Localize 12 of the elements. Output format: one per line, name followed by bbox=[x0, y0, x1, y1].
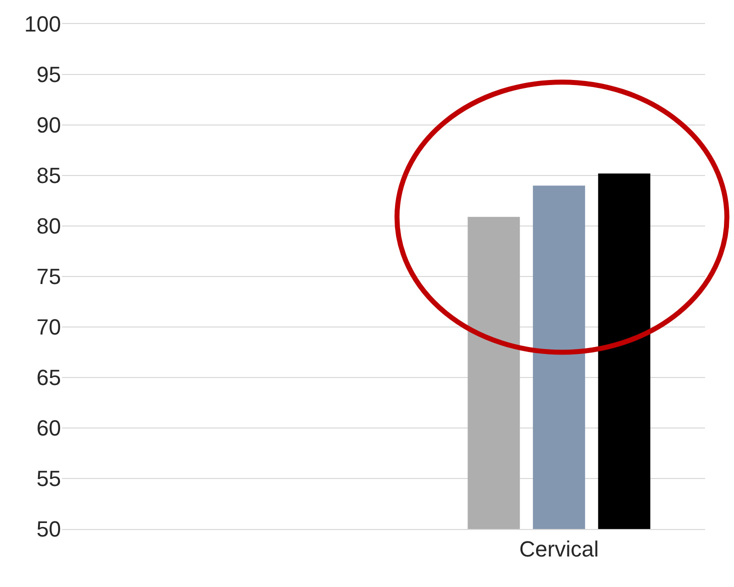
y-tick-label: 95 bbox=[36, 62, 61, 88]
y-tick-label: 65 bbox=[36, 365, 61, 390]
y-tick-label: 60 bbox=[36, 416, 61, 441]
y-tick-label: 55 bbox=[36, 466, 61, 492]
y-tick-label: 75 bbox=[36, 264, 61, 290]
y-tick-label: 100 bbox=[24, 12, 61, 37]
y-tick-label: 50 bbox=[36, 516, 61, 542]
y-tick-label: 80 bbox=[36, 214, 61, 239]
y-tick-label: 90 bbox=[36, 112, 61, 138]
x-tick-label: Cervical bbox=[519, 536, 599, 562]
y-tick-label: 85 bbox=[36, 163, 61, 188]
y-tick-label: 70 bbox=[36, 314, 61, 340]
